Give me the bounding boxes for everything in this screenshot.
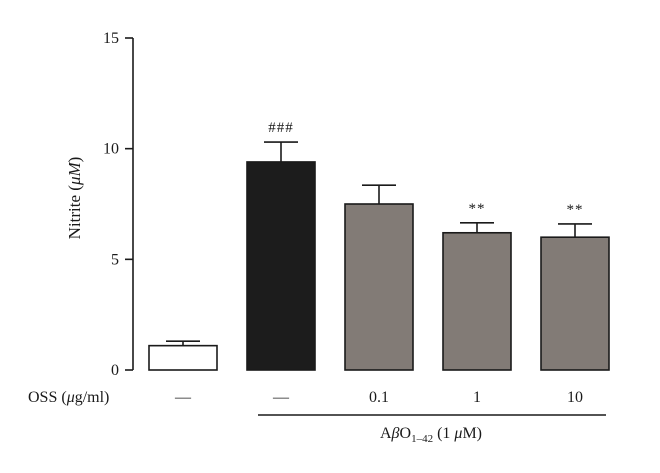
group-label-conc-open: (1: [433, 425, 454, 442]
bars: [148, 161, 610, 371]
x-category-labels: — — 0.1 1 10: [174, 389, 583, 406]
bar: [344, 203, 414, 371]
y-tick-label: 15: [103, 30, 119, 47]
oss-row-label-unit: μ: [66, 389, 75, 406]
bar: [246, 161, 316, 371]
y-axis-label-text: Nitrite (: [65, 185, 84, 240]
group-label-beta: β: [391, 425, 400, 442]
significance-mark: ###: [268, 120, 294, 136]
x-category-label: 1: [473, 389, 481, 406]
group-label-subscript: 1–42: [411, 433, 433, 445]
bar: [540, 236, 610, 371]
significance-mark: **: [469, 201, 486, 217]
significance-mark: **: [567, 202, 584, 218]
x-category-label: 10: [567, 389, 583, 406]
bar: [442, 231, 512, 371]
y-axis-label-unit: μM: [65, 162, 84, 187]
group-label-a: A: [380, 425, 392, 442]
group-label-conc-unit: μ: [453, 425, 462, 442]
y-tick-label: 5: [111, 251, 119, 268]
significance-marks: ### ** **: [268, 120, 584, 218]
group-label-conc-close: M): [462, 425, 482, 442]
y-axis-label: Nitrite (μM): [65, 157, 84, 240]
y-tick-label: 10: [103, 141, 119, 158]
bar: [148, 344, 218, 371]
oss-row-label-prefix: OSS (: [28, 389, 67, 406]
y-tick-label: 0: [111, 362, 119, 379]
error-bars: [166, 141, 592, 346]
x-category-label: —: [272, 389, 290, 406]
group-label-o: O: [400, 425, 412, 442]
oss-row-label-suffix: g/ml): [75, 389, 110, 406]
x-category-label: —: [174, 389, 192, 406]
y-ticks: 0 5 10 15: [103, 30, 133, 379]
group-label: AβO1–42 (1 μM): [380, 425, 482, 445]
y-axis-label-close: ): [65, 157, 84, 163]
x-category-label: 0.1: [369, 389, 389, 406]
oss-row-label: OSS (μg/ml): [28, 389, 109, 406]
